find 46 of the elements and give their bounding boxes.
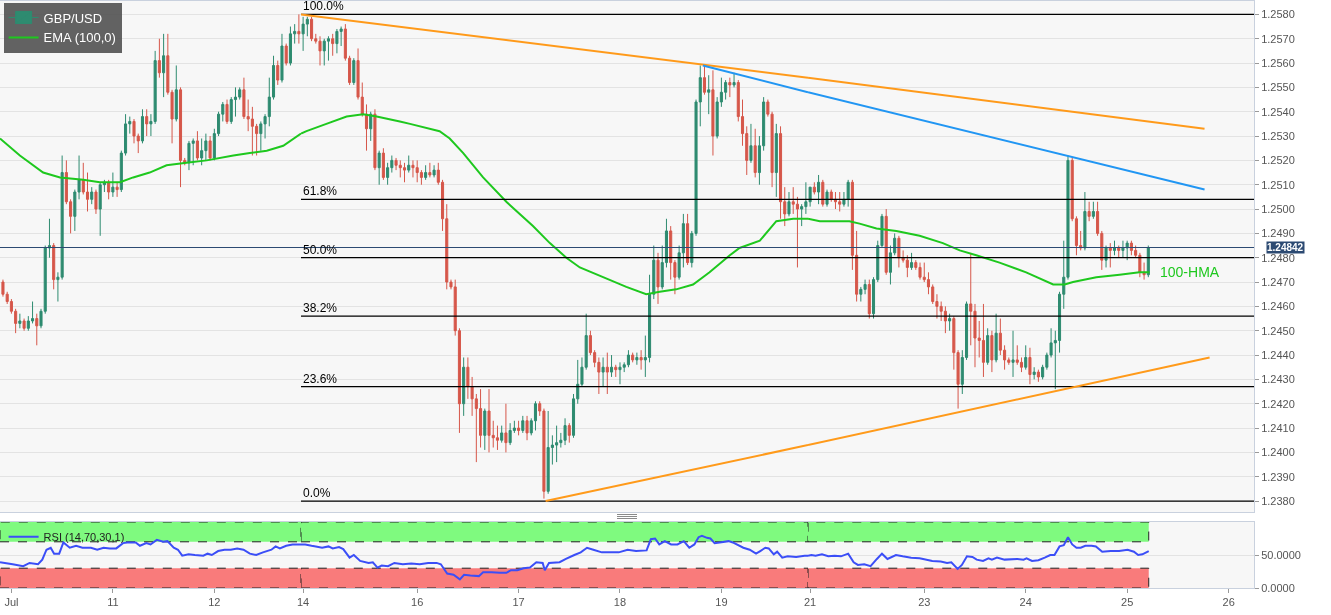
y-tick-label: 1.2560 (1261, 56, 1295, 69)
y-tick-label: 1.2390 (1261, 470, 1295, 483)
y-tick-label: 1.2490 (1261, 227, 1295, 240)
x-tick-label: 25 (1121, 596, 1134, 609)
legend-label: RSI (14,70,30,1) (43, 530, 125, 543)
y-tick-label: 1.2570 (1261, 32, 1295, 45)
annotation: 0.0% (303, 486, 331, 500)
y-tick-label: 1.2430 (1261, 373, 1295, 386)
y-tick-label: 1.2470 (1261, 275, 1295, 288)
y-tick-label: 50.0000 (1261, 548, 1301, 561)
y-tick-label: 1.2530 (1261, 129, 1295, 142)
y-tick-label: 1.2500 (1261, 202, 1295, 215)
y-tick-label: 1.2580 (1261, 8, 1295, 21)
legend-label: GBP/USD (43, 10, 103, 26)
ref-line-label: 1.24842 (1267, 242, 1304, 253)
annotation: 100-HMA (1160, 264, 1220, 280)
y-tick-label: 0.0000 (1261, 581, 1295, 594)
y-tick-label: 1.2420 (1261, 397, 1295, 410)
x-tick-label: 14 (296, 596, 310, 609)
x-tick-label: Jul (4, 596, 19, 609)
y-tick-label: 1.2480 (1261, 251, 1295, 264)
y-tick-label: 1.2380 (1261, 494, 1295, 507)
x-tick-label: 21 (803, 596, 817, 609)
legend-label: EMA (100,0) (43, 30, 116, 46)
y-tick-label: 1.2460 (1261, 300, 1295, 313)
y-tick-label: 1.2550 (1261, 81, 1295, 94)
annotation: 61.8% (303, 184, 338, 198)
x-tick-label: 23 (918, 596, 931, 609)
annotation: 23.6% (303, 372, 338, 386)
y-tick-label: 1.2400 (1261, 446, 1295, 459)
x-tick-label: 24 (1019, 596, 1032, 609)
x-tick-label: 19 (715, 596, 728, 609)
annotation: 100.0% (303, 0, 345, 13)
y-tick-label: 1.2450 (1261, 324, 1295, 337)
y-tick-label: 1.2520 (1261, 154, 1295, 167)
y-tick-label: 1.2440 (1261, 348, 1295, 361)
x-tick-label: 12 (208, 596, 221, 609)
x-tick-label: 17 (512, 596, 525, 609)
annotation: 38.2% (303, 301, 338, 315)
x-tick-label: 26 (1222, 596, 1235, 609)
y-tick-label: 1.2510 (1261, 178, 1295, 191)
y-tick-label: 1.2410 (1261, 421, 1295, 434)
x-tick-label: 18 (613, 596, 627, 609)
x-tick-label: 16 (411, 596, 424, 609)
x-tick-label: 11 (107, 596, 119, 609)
y-tick-label: 1.2540 (1261, 105, 1295, 118)
